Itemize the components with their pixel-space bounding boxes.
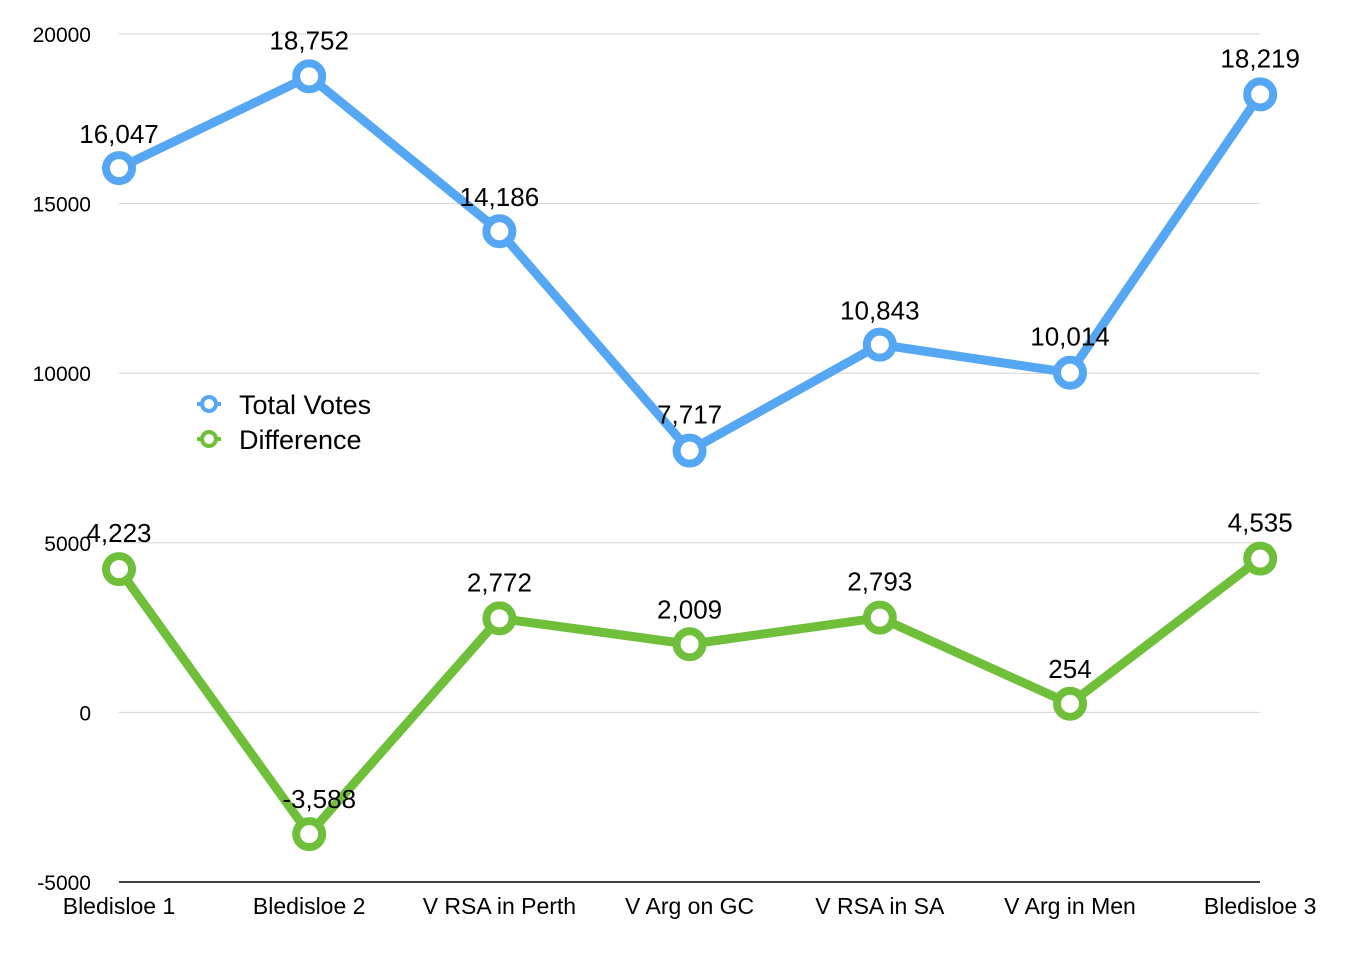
data-label: -3,588 [282, 784, 356, 814]
x-tick-label: Bledisloe 1 [63, 893, 176, 919]
y-tick-label: 15000 [33, 194, 91, 217]
data-point [867, 605, 893, 631]
data-point [1057, 360, 1083, 386]
x-tick-label: V Arg on GC [625, 893, 754, 919]
y-tick-label: 5000 [44, 533, 91, 556]
legend-label: Difference [239, 425, 362, 455]
data-point [486, 605, 512, 631]
y-tick-label: 0 [79, 702, 91, 725]
data-label: 14,186 [460, 182, 540, 212]
data-label: 10,843 [840, 296, 920, 326]
data-label: 2,793 [847, 567, 912, 597]
data-label: 254 [1048, 654, 1091, 684]
data-label: 18,752 [269, 25, 349, 55]
data-label: 10,014 [1030, 322, 1110, 352]
y-tick-label: 10000 [33, 363, 91, 386]
data-label: 7,717 [657, 400, 722, 430]
data-point [1247, 546, 1273, 572]
data-label: 18,219 [1220, 43, 1300, 73]
y-tick-label: -5000 [37, 872, 91, 895]
data-point [106, 556, 132, 582]
data-label: 4,223 [86, 518, 151, 548]
x-tick-label: V Arg in Men [1004, 893, 1136, 919]
data-label: 4,535 [1228, 508, 1293, 538]
data-label: 2,772 [467, 567, 532, 597]
series [106, 63, 1273, 847]
x-tick-label: V RSA in Perth [423, 893, 576, 919]
y-tick-label: 20000 [33, 24, 91, 47]
legend-swatch-marker [202, 432, 216, 446]
data-point [486, 218, 512, 244]
x-tick-label: V RSA in SA [815, 893, 945, 919]
data-point [106, 155, 132, 181]
x-tick-label: Bledisloe 3 [1204, 893, 1317, 919]
data-label: 16,047 [79, 119, 159, 149]
legend-label: Total Votes [239, 390, 371, 420]
data-point [867, 332, 893, 358]
data-point [677, 438, 703, 464]
x-tick-label: Bledisloe 2 [253, 893, 366, 919]
legend: Total Votes Difference [197, 390, 371, 455]
axes: -5000 0 5000 10000 15000 20000 Bledisloe 1 Bled… [33, 24, 1317, 919]
data-point [677, 631, 703, 657]
data-label: 2,009 [657, 594, 722, 624]
legend-swatch-marker [202, 397, 216, 411]
data-point [296, 63, 322, 89]
data-point [1247, 81, 1273, 107]
data-point [1057, 691, 1083, 717]
data-point [296, 821, 322, 847]
